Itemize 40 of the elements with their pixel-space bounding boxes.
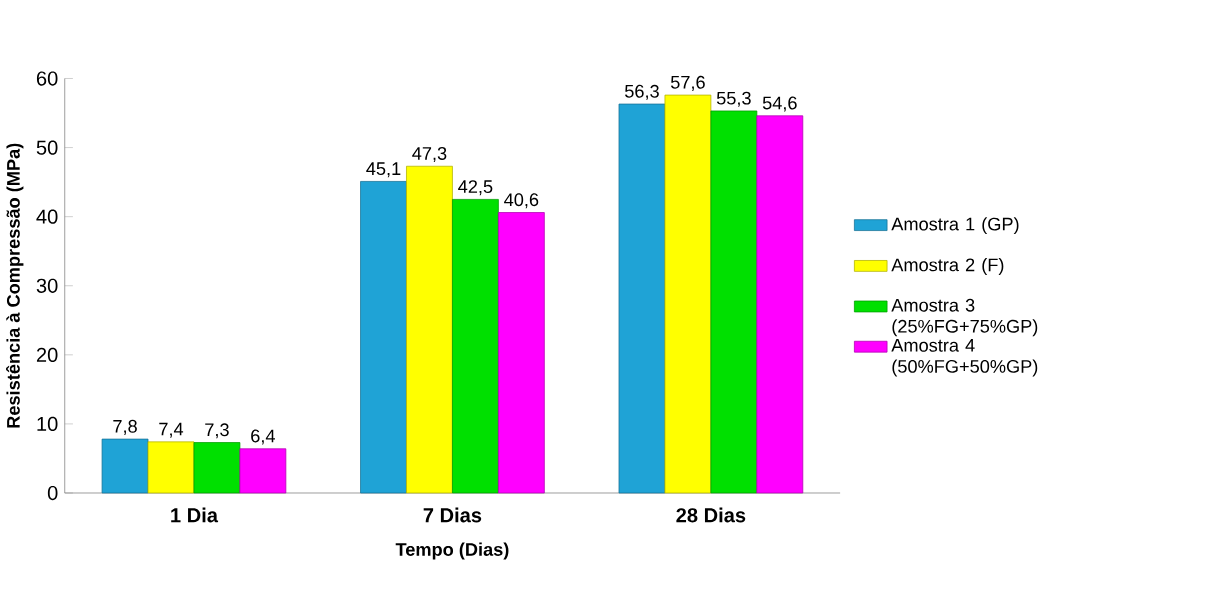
legend-label: Amostra 3 (25%FG+75%GP) <box>891 298 1038 337</box>
y-tick-label: 50 <box>36 140 58 155</box>
y-tick-label: 0 <box>47 485 58 500</box>
legend-label: Amostra 2 (F) <box>891 257 1004 275</box>
bar <box>101 438 149 494</box>
y-tick-label: 10 <box>37 416 58 431</box>
legend-label: Amostra 4 (50%FG+50%GP) <box>891 338 1038 377</box>
data-label: 45,1 <box>366 162 401 177</box>
data-label: 42,5 <box>458 179 493 195</box>
bar <box>710 110 758 494</box>
bar <box>497 211 545 494</box>
bar <box>756 115 804 494</box>
data-label: 7,4 <box>159 422 184 438</box>
data-label: 6,4 <box>251 429 275 445</box>
bar <box>618 103 666 494</box>
y-tick-label: 40 <box>36 209 58 224</box>
x-tick-label: 7 Dias <box>423 507 482 523</box>
bar <box>452 198 499 494</box>
data-label: 7,8 <box>113 419 137 435</box>
data-label: 54,6 <box>762 96 797 112</box>
data-label: 40,6 <box>504 193 539 209</box>
data-label: 57,6 <box>670 75 705 91</box>
x-axis-title: Tempo (Dias) <box>395 542 509 560</box>
y-tick-label: 20 <box>36 347 58 362</box>
bar <box>360 180 407 494</box>
y-axis-title: Resistência à Compressão (MPa) <box>6 143 24 428</box>
bar <box>239 448 287 494</box>
data-label: 47,3 <box>412 146 447 162</box>
y-tick-label: 30 <box>36 278 58 293</box>
bar <box>406 165 453 494</box>
data-label: 56,3 <box>624 84 659 100</box>
data-label: 55,3 <box>716 91 751 107</box>
x-tick-label: 28 Dias <box>676 507 746 523</box>
y-tick-label: 60 <box>36 71 58 86</box>
bar <box>664 94 712 494</box>
data-label: 7,3 <box>205 423 229 439</box>
legend-label: Amostra 1 (GP) <box>891 216 1019 234</box>
bar <box>193 441 241 494</box>
bar <box>147 441 195 494</box>
x-tick-label: 1 Dia <box>171 507 219 523</box>
